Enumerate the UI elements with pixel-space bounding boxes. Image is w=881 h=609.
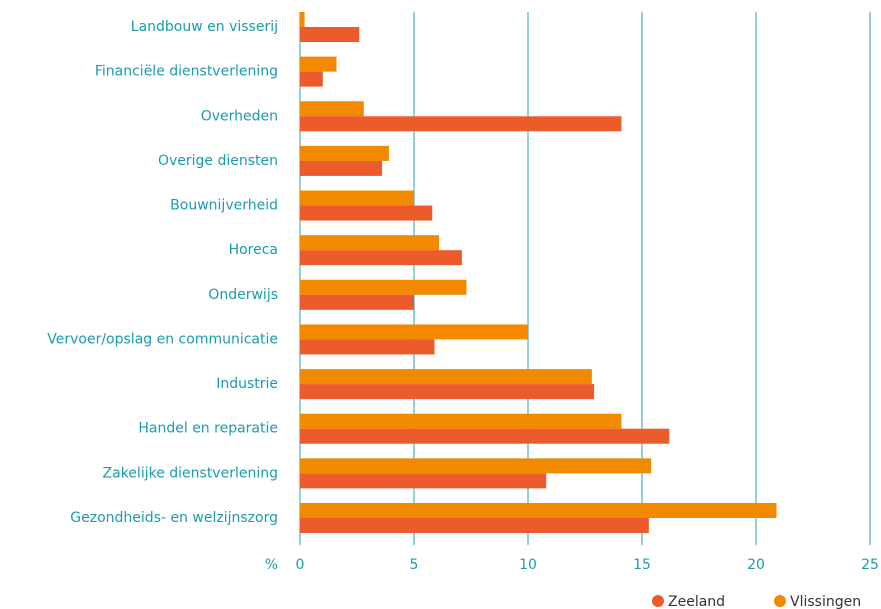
bar (300, 235, 440, 251)
bar (300, 413, 622, 429)
x-tick-label: 0 (296, 557, 305, 573)
bar (300, 27, 360, 42)
x-tick-label: 20 (747, 557, 765, 573)
x-tick-label: 5 (410, 557, 419, 573)
bar (300, 56, 337, 72)
bar (300, 473, 547, 489)
legend-marker (774, 595, 786, 607)
y-tick-label: Bouwnijverheid (170, 198, 278, 214)
bar (300, 12, 305, 27)
bar (300, 101, 364, 117)
bar (300, 116, 622, 132)
y-tick-label: Overige diensten (158, 153, 278, 169)
legend-label: Vlissingen (790, 594, 861, 609)
bar (300, 205, 433, 221)
x-tick-label: 25 (861, 557, 879, 573)
bar (300, 145, 389, 161)
bar (300, 369, 592, 385)
legend-label: Zeeland (668, 594, 725, 609)
x-tick-label: 10 (519, 557, 537, 573)
bar (300, 279, 467, 295)
bar (300, 250, 462, 266)
bar (300, 160, 383, 176)
y-tick-label: Financiële dienstverlening (95, 64, 278, 80)
y-tick-label: Vervoer/opslag en communicatie (47, 331, 278, 347)
bar (300, 458, 652, 474)
x-axis-label: % (265, 557, 278, 573)
bar (300, 339, 435, 355)
y-tick-label: Industrie (216, 376, 278, 392)
y-tick-label: Horeca (229, 242, 278, 258)
y-tick-label: Handel en reparatie (138, 421, 278, 437)
bar (300, 71, 323, 87)
x-tick-label: 15 (633, 557, 651, 573)
y-tick-label: Landbouw en visserij (131, 19, 278, 35)
y-tick-label: Onderwijs (208, 287, 278, 303)
y-tick-label: Zakelijke dienstverlening (103, 465, 278, 481)
y-tick-label: Gezondheids- en welzijnszorg (70, 510, 278, 526)
bar (300, 294, 414, 310)
bar (300, 503, 777, 518)
bar (300, 324, 528, 340)
bar (300, 190, 414, 206)
bar (300, 384, 595, 400)
bar (300, 518, 649, 533)
bar (300, 428, 670, 444)
legend-marker (652, 595, 664, 607)
y-tick-label: Overheden (201, 108, 278, 124)
